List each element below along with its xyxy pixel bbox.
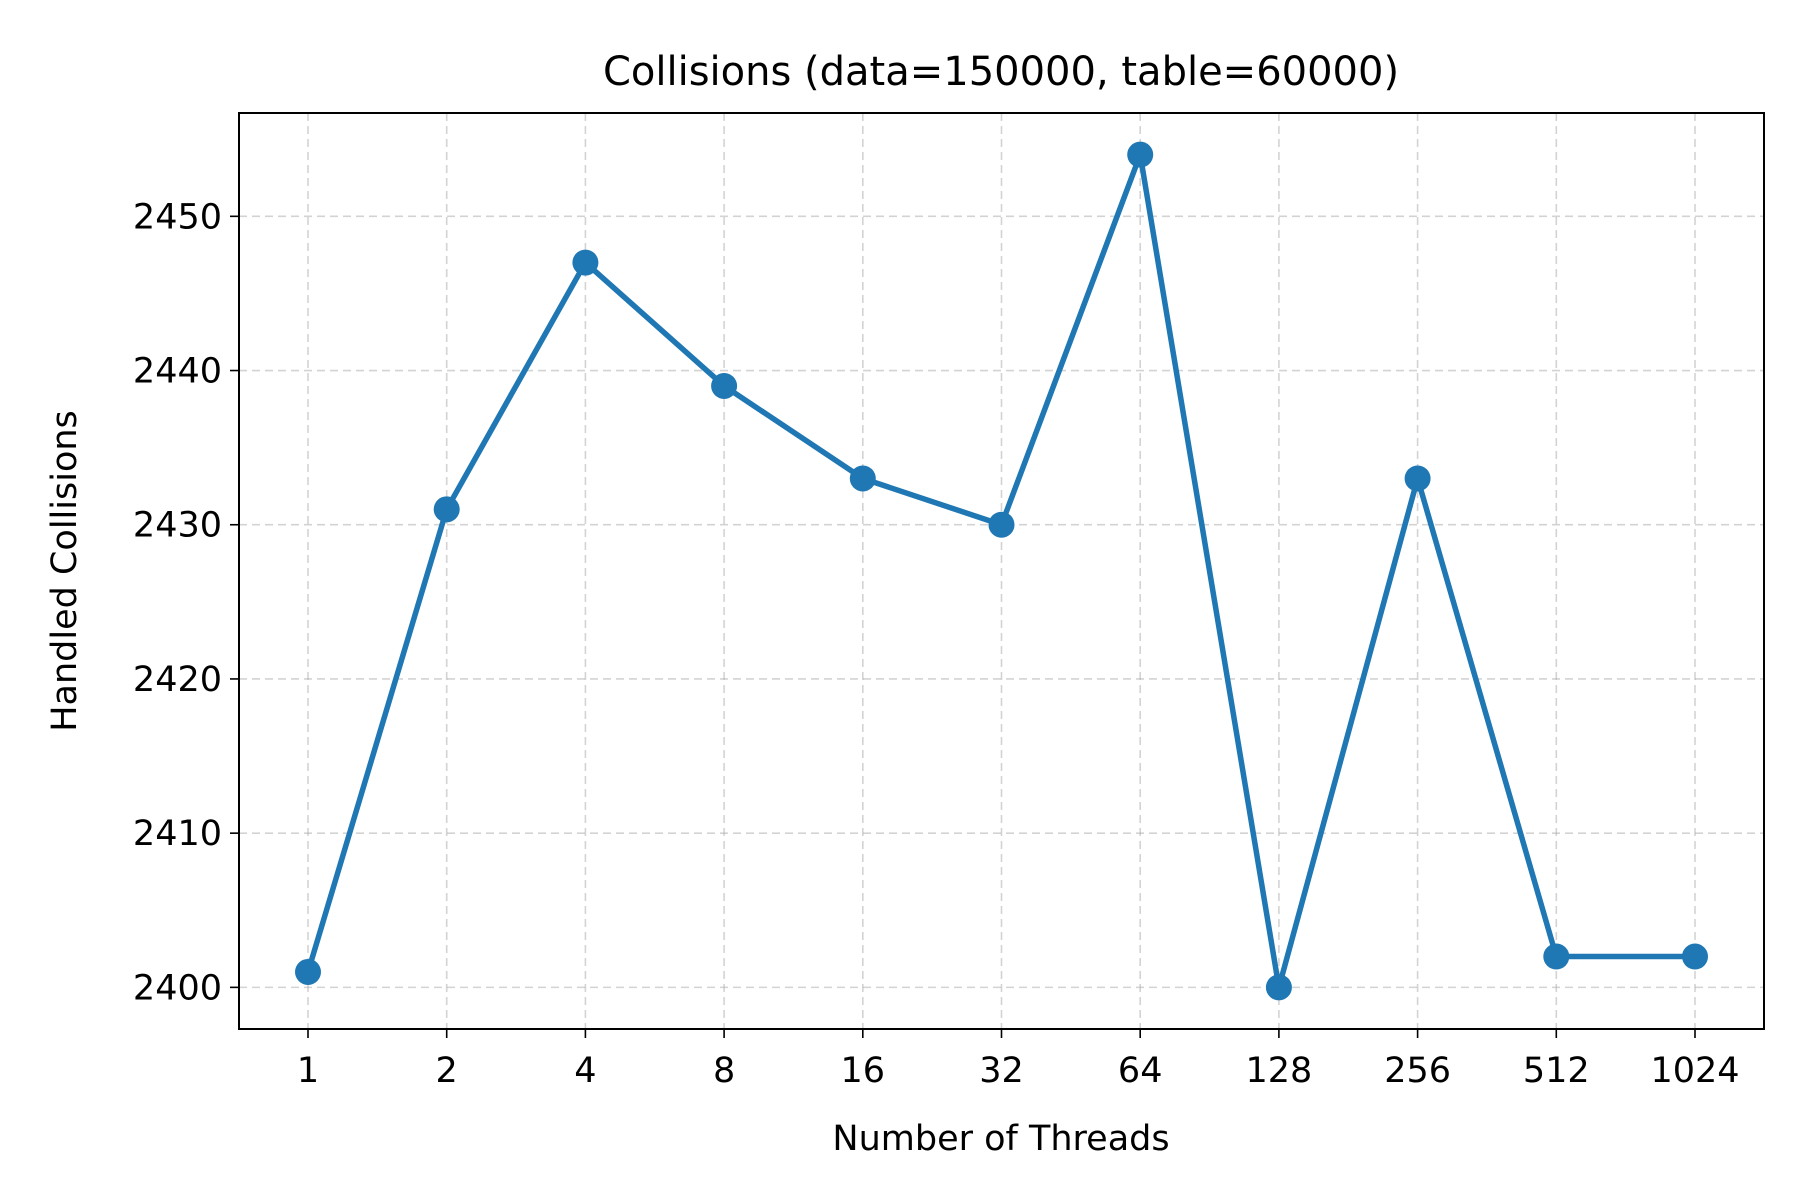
x-tick-label: 2 [436,1051,458,1091]
grid [239,113,1764,1029]
data-point [711,372,738,399]
y-tick-label: 2400 [133,968,222,1008]
x-tick-label: 512 [1523,1051,1590,1091]
y-tick-label: 2430 [133,506,222,546]
chart-title: Collisions (data=150000, table=60000) [603,49,1399,95]
x-tick-label: 1 [297,1051,319,1091]
data-point [1682,943,1708,970]
x-tick-label: 4 [574,1051,596,1091]
x-tick-label: 32 [979,1051,1024,1091]
y-tick-label: 2420 [133,660,222,700]
x-tick-label: 256 [1384,1051,1451,1091]
data-point [572,249,599,276]
data-point [1404,465,1431,492]
ticks: 1 2 4 8 16 32 64 128 256 512 1024 2400 2410 2420 2430 2… [133,197,1740,1091]
data-point [295,958,321,985]
x-tick-label: 128 [1245,1051,1312,1091]
y-tick-label: 2440 [133,352,222,392]
x-tick-label: 1024 [1650,1051,1739,1091]
y-tick-label: 2450 [133,197,222,237]
data-point [988,511,1015,538]
x-tick-label: 8 [713,1051,735,1091]
x-tick-label: 64 [1118,1051,1163,1091]
data-point [1127,141,1154,168]
y-axis-label: Handled Collisions [45,410,85,732]
x-axis-label: Number of Threads [832,1119,1169,1159]
y-tick-label: 2410 [133,814,222,854]
x-tick-label: 16 [841,1051,886,1091]
data-point [433,496,460,523]
data-point [1543,943,1570,970]
series [295,141,1708,1001]
data-point [1265,974,1292,1001]
data-point [849,465,876,492]
